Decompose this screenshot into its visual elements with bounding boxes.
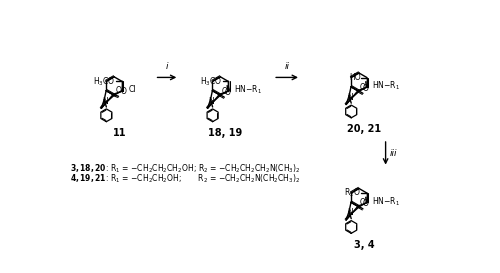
Text: O: O <box>222 87 228 96</box>
Text: HO: HO <box>349 73 360 82</box>
Text: R$_2$O: R$_2$O <box>344 187 360 199</box>
Text: Cl: Cl <box>128 85 136 94</box>
Text: iii: iii <box>390 149 397 158</box>
Text: 18, 19: 18, 19 <box>208 128 242 138</box>
Text: HN$-$R$_1$: HN$-$R$_1$ <box>372 80 400 92</box>
Text: O: O <box>360 198 366 207</box>
Text: H$_3$CO: H$_3$CO <box>200 75 222 88</box>
Text: O: O <box>224 88 230 97</box>
Text: O: O <box>116 86 121 95</box>
Text: N: N <box>102 97 108 106</box>
Text: N: N <box>208 97 214 106</box>
Text: $\mathbf{3, 18, 20}$: R$_1$ = $-$CH$_2$CH$_2$CH$_2$OH; R$_2$ = $-$CH$_2$CH$_2$CH: $\mathbf{3, 18, 20}$: R$_1$ = $-$CH$_2$C… <box>70 162 300 175</box>
Text: $\mathbf{4, 19, 21}$: R$_1$ = $-$CH$_2$CH$_2$OH;       R$_2$ = $-$CH$_2$CH$_2$N(: $\mathbf{4, 19, 21}$: R$_1$ = $-$CH$_2$C… <box>70 172 300 185</box>
Text: HN$-$R$_1$: HN$-$R$_1$ <box>234 84 262 96</box>
Text: ii: ii <box>284 62 290 71</box>
Text: N: N <box>347 208 352 217</box>
Text: HN$-$R$_1$: HN$-$R$_1$ <box>372 195 400 208</box>
Text: H$_3$CO: H$_3$CO <box>94 75 116 88</box>
Text: 20, 21: 20, 21 <box>347 124 381 134</box>
Text: 3, 4: 3, 4 <box>354 239 374 250</box>
Text: O: O <box>360 83 366 92</box>
Text: 11: 11 <box>112 128 126 138</box>
Text: O: O <box>363 84 368 93</box>
Text: O: O <box>363 199 368 208</box>
Text: N: N <box>347 93 352 102</box>
Text: i: i <box>166 62 168 71</box>
Text: O: O <box>120 87 126 96</box>
